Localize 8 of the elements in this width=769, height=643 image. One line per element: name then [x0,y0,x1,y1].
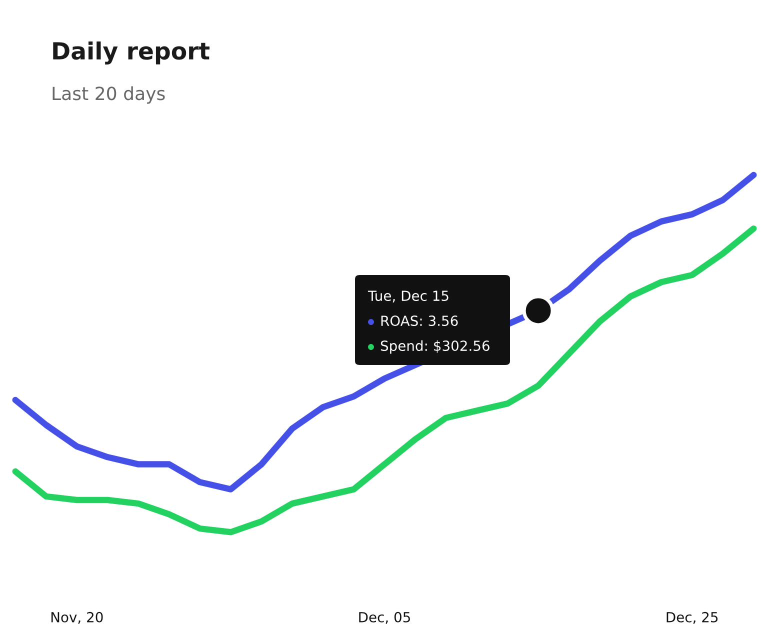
x-tick-label: Nov, 20 [51,612,103,624]
x-tick-label: Dec, 05 [359,612,410,624]
annotation: Tue, Dec 15 [368,290,448,302]
chart-title: Daily report [53,41,210,65]
annotation: ROAS: 3.56 [381,316,458,326]
chart-subtitle: Last 20 days [52,86,165,104]
x-tick-label: Dec, 25 [666,612,718,624]
annotation: Spend: $302.56 [380,340,490,354]
